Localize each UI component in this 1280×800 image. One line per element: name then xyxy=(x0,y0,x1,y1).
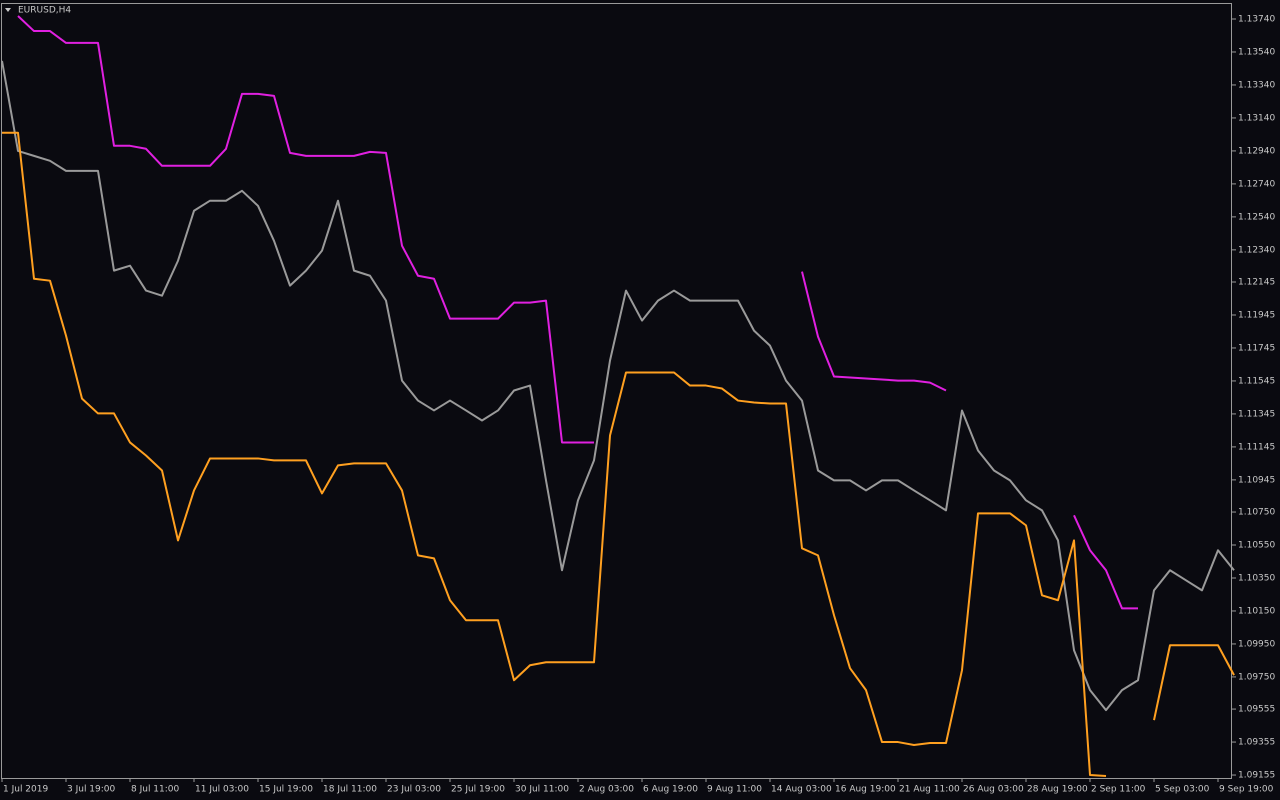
y-tick-label: 1.09950 xyxy=(1238,639,1275,649)
y-tick-label: 1.10150 xyxy=(1238,606,1275,616)
series-line xyxy=(17,15,1138,610)
series-line xyxy=(1,60,1235,712)
y-tick-label: 1.12340 xyxy=(1238,245,1275,255)
y-tick-label: 1.12145 xyxy=(1238,278,1275,288)
x-tick-label: 21 Aug 11:00 xyxy=(899,785,960,795)
x-tick-label: 8 Jul 11:00 xyxy=(131,785,180,795)
x-tick-label: 25 Jul 19:00 xyxy=(451,785,505,795)
y-tick-label: 1.09555 xyxy=(1238,705,1275,715)
x-tick-label: 30 Jul 11:00 xyxy=(515,785,569,795)
x-tick-label: 2 Aug 03:00 xyxy=(579,785,634,795)
y-tick-label: 1.13140 xyxy=(1238,113,1275,123)
y-tick-label: 1.11145 xyxy=(1238,442,1275,452)
x-tick-label: 3 Jul 19:00 xyxy=(67,785,116,795)
x-tick-label: 6 Aug 19:00 xyxy=(643,785,698,795)
y-tick-label: 1.10350 xyxy=(1238,573,1275,583)
y-tick-label: 1.10945 xyxy=(1238,475,1275,485)
x-tick-label: 2 Sep 11:00 xyxy=(1091,785,1146,795)
y-tick-label: 1.11545 xyxy=(1238,376,1275,386)
x-tick-label: 11 Jul 03:00 xyxy=(195,785,249,795)
menu-arrow[interactable] xyxy=(5,8,11,12)
x-tick-label: 16 Aug 19:00 xyxy=(835,785,896,795)
chart-title: EURUSD,H4 xyxy=(18,6,71,16)
y-tick-label: 1.11745 xyxy=(1238,343,1275,353)
x-tick-label: 15 Jul 19:00 xyxy=(259,785,313,795)
plot-frame xyxy=(1,3,1232,779)
y-tick-label: 1.12540 xyxy=(1238,212,1275,222)
x-tick-label: 26 Aug 03:00 xyxy=(963,785,1024,795)
y-tick-label: 1.13540 xyxy=(1238,47,1275,57)
x-tick-label: 9 Aug 11:00 xyxy=(707,785,762,795)
x-tick-label: 1 Jul 2019 xyxy=(3,785,48,795)
y-tick-label: 1.10750 xyxy=(1238,508,1275,518)
x-tick-label: 9 Sep 19:00 xyxy=(1219,785,1274,795)
series-line xyxy=(2,131,1235,778)
x-tick-label: 18 Jul 11:00 xyxy=(323,785,377,795)
y-tick-label: 1.13740 xyxy=(1238,15,1275,25)
y-tick-label: 1.11345 xyxy=(1238,409,1275,419)
y-tick-label: 1.13340 xyxy=(1238,80,1275,90)
y-tick-label: 1.12940 xyxy=(1238,146,1275,156)
y-tick-label: 1.09750 xyxy=(1238,672,1275,682)
y-tick-label: 1.12740 xyxy=(1238,179,1275,189)
x-tick-label: 23 Jul 03:00 xyxy=(387,785,441,795)
x-tick-label: 14 Aug 03:00 xyxy=(771,785,832,795)
x-tick-label: 5 Sep 03:00 xyxy=(1155,785,1210,795)
x-tick-label: 28 Aug 19:00 xyxy=(1027,785,1088,795)
y-tick-label: 1.09155 xyxy=(1238,771,1275,781)
y-tick-label: 1.11945 xyxy=(1238,310,1275,320)
y-tick-label: 1.09355 xyxy=(1238,738,1275,748)
y-tick-label: 1.10550 xyxy=(1238,541,1275,551)
